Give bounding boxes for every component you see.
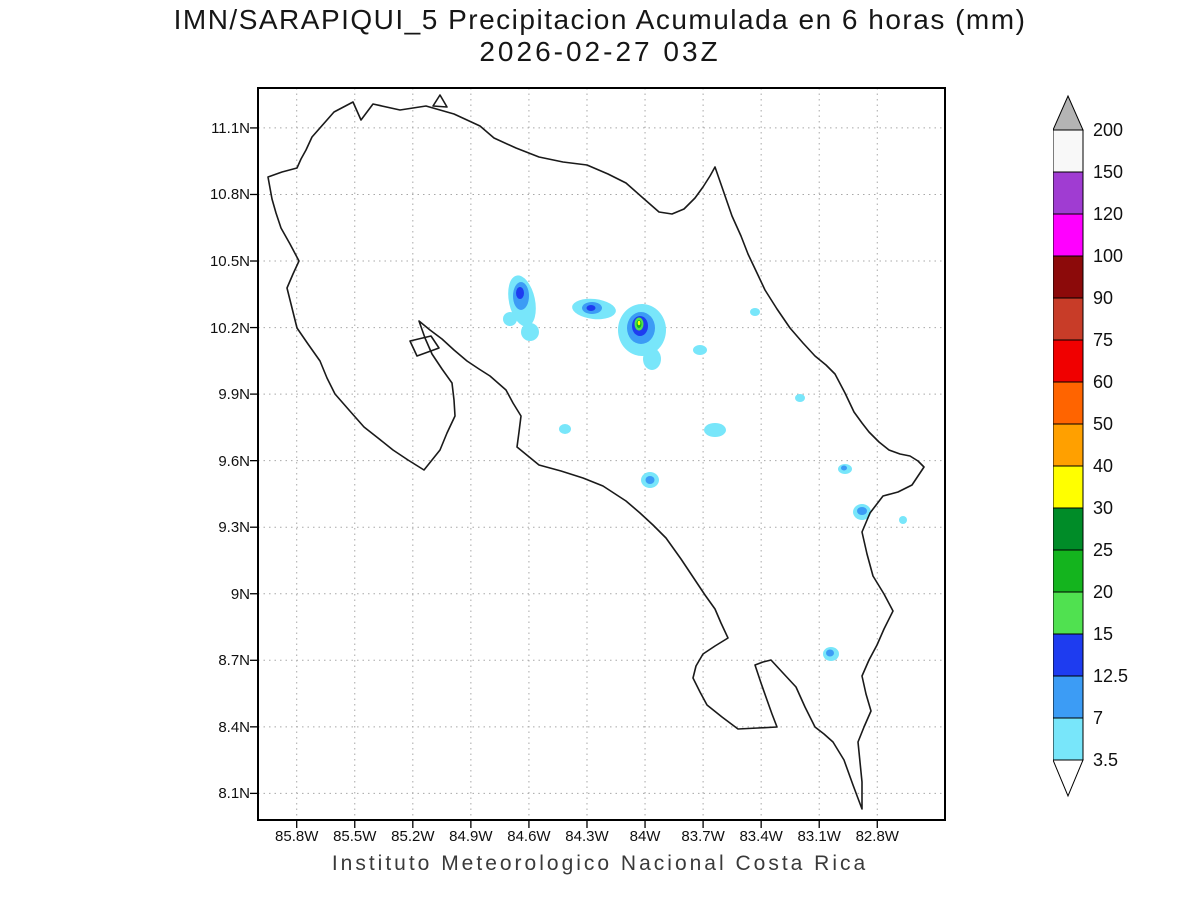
colorbar-level-label: 30 <box>1093 498 1113 518</box>
colorbar-labels: 200 150 120 100 90 75 60 50 40 30 25 20 15 12.5 7 3.5 <box>1093 120 1128 770</box>
lake-island-outline <box>433 95 447 107</box>
coastline-group <box>268 95 924 809</box>
axis-ticks <box>250 128 877 828</box>
precip-cell <box>521 323 539 341</box>
colorbar-band <box>1053 130 1083 172</box>
colorbar-level-label: 150 <box>1093 162 1123 182</box>
precip-cell <box>516 287 524 299</box>
colorbar-band <box>1053 340 1083 382</box>
lat-tick-label: 8.1N <box>155 785 250 802</box>
colorbar-level-label: 7 <box>1093 708 1103 728</box>
lat-tick-label: 9N <box>155 586 250 603</box>
lat-tick-label: 10.2N <box>155 320 250 337</box>
lat-tick-label: 8.7N <box>155 652 250 669</box>
precip-cell <box>503 312 517 326</box>
precip-cell <box>704 423 726 437</box>
chira-island-outline <box>410 336 439 356</box>
lat-tick-label: 10.8N <box>155 186 250 203</box>
precip-cell <box>826 650 834 657</box>
colorbar-band <box>1053 592 1083 634</box>
colorbar-level-label: 3.5 <box>1093 750 1118 770</box>
colorbar-level-label: 20 <box>1093 582 1113 602</box>
precip-cell <box>750 308 760 316</box>
colorbar-level-label: 12.5 <box>1093 666 1128 686</box>
colorbar-level-label: 50 <box>1093 414 1113 434</box>
colorbar-level-label: 100 <box>1093 246 1123 266</box>
colorbar-band <box>1053 382 1083 424</box>
colorbar-band <box>1053 508 1083 550</box>
precip-cell <box>795 394 805 402</box>
lat-tick-label: 8.4N <box>155 719 250 736</box>
precip-cell <box>643 348 661 370</box>
colorbar-band <box>1053 676 1083 718</box>
colorbar-level-label: 120 <box>1093 204 1123 224</box>
colorbar-bands <box>1053 96 1083 796</box>
precip-cell <box>559 424 571 434</box>
precip-cell <box>646 476 655 484</box>
colorbar-band <box>1053 718 1083 760</box>
precipitation-plot-page: IMN/SARAPIQUI_5 Precipitacion Acumulada … <box>0 0 1200 900</box>
colorbar-under-arrow <box>1053 760 1083 796</box>
precip-cells <box>503 273 907 661</box>
precip-cell <box>857 507 867 515</box>
map-canvas <box>238 78 955 840</box>
costa-rica-coastline <box>268 102 924 809</box>
colorbar-over-arrow <box>1053 96 1083 130</box>
colorbar-band <box>1053 214 1083 256</box>
precip-cell <box>693 345 707 355</box>
lat-tick-label: 9.9N <box>155 386 250 403</box>
lat-tick-label: 10.5N <box>155 253 250 270</box>
lat-tick-label: 9.3N <box>155 519 250 536</box>
colorbar-band <box>1053 550 1083 592</box>
colorbar-level-label: 15 <box>1093 624 1113 644</box>
colorbar-level-label: 90 <box>1093 288 1113 308</box>
map-border <box>258 88 945 820</box>
colorbar-band <box>1053 172 1083 214</box>
colorbar-level-label: 200 <box>1093 120 1123 140</box>
colorbar-level-label: 25 <box>1093 540 1113 560</box>
precip-cell <box>841 466 847 471</box>
colorbar-band <box>1053 256 1083 298</box>
colorbar-level-label: 60 <box>1093 372 1113 392</box>
lat-tick-label: 11.1N <box>155 120 250 137</box>
colorbar-band <box>1053 466 1083 508</box>
colorbar-band <box>1053 634 1083 676</box>
precip-cell <box>638 321 641 325</box>
precip-cell <box>587 305 596 311</box>
colorbar-band <box>1053 424 1083 466</box>
colorbar-level-label: 40 <box>1093 456 1113 476</box>
grid-lines <box>258 88 945 820</box>
colorbar-level-label: 75 <box>1093 330 1113 350</box>
colorbar: 200 150 120 100 90 75 60 50 40 30 25 20 15 12.5 7 3.5 <box>1053 94 1200 806</box>
footer-caption: Instituto Meteorologico Nacional Costa R… <box>0 852 1200 876</box>
colorbar-band <box>1053 298 1083 340</box>
lat-axis-labels: 11.1N 10.8N 10.5N 10.2N 9.9N 9.6N 9.3N 9N 8.7N 8.… <box>155 0 250 900</box>
precip-cell <box>899 516 907 524</box>
lat-tick-label: 9.6N <box>155 453 250 470</box>
